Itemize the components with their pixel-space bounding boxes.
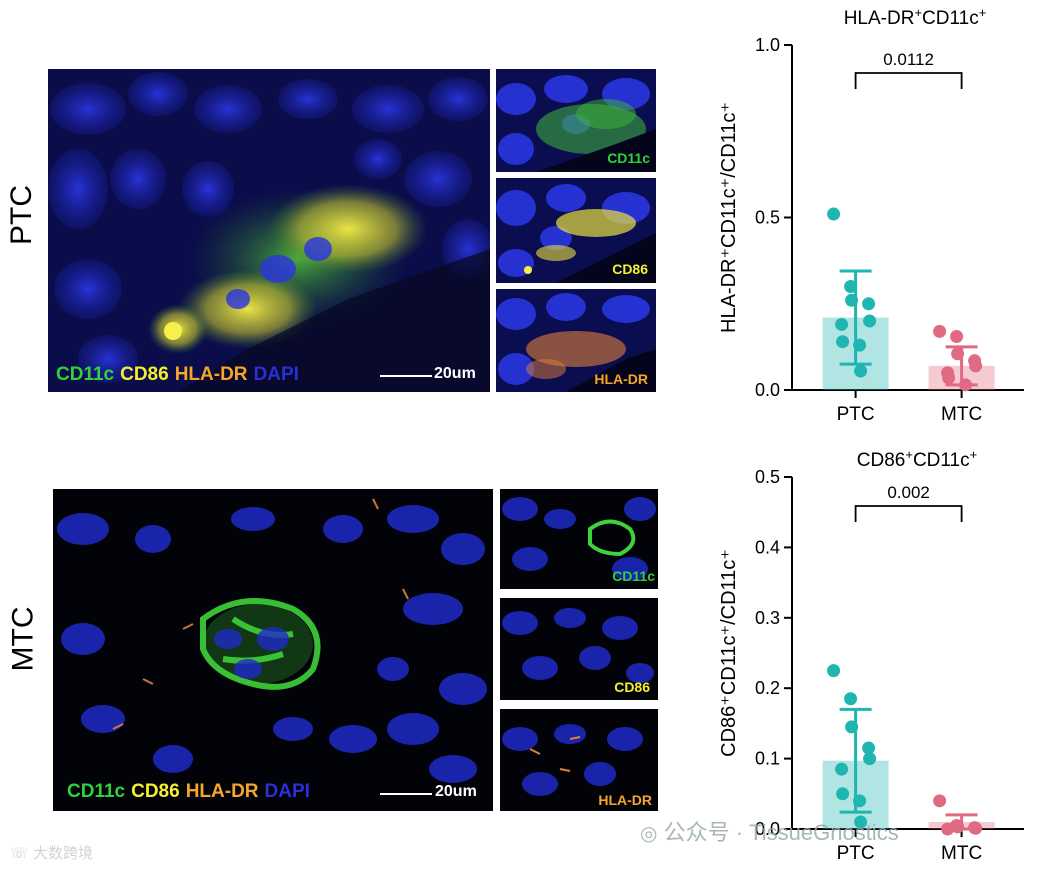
ptc-inset-hla-dr: HLA-DR xyxy=(496,289,656,392)
ptc-inset-cd86-image xyxy=(496,178,656,283)
significance-bracket xyxy=(854,505,963,522)
y-tick-label: 0.0 xyxy=(755,819,780,839)
ptc-inset-cd11c: CD11c xyxy=(496,69,656,172)
y-tick-label: 0.5 xyxy=(755,467,780,487)
chart-cd86-cd11c: CD86+CD11c+ CD86⁺CD11c⁺/CD11c⁺ 0.0 0.1 0.2 0.… xyxy=(718,447,1024,864)
x-tick-label: PTC xyxy=(837,843,875,864)
data-point xyxy=(836,787,850,801)
legend-dapi: DAPI xyxy=(264,781,310,802)
legend-cd11c: CD11c xyxy=(67,781,126,802)
data-point xyxy=(836,335,850,349)
legend-dapi: DAPI xyxy=(253,364,299,385)
mtc-inset-hla-dr: HLA-DR xyxy=(500,709,658,811)
data-point xyxy=(863,752,877,766)
mtc-main-image xyxy=(53,489,493,811)
y-axis-label: CD86⁺CD11c⁺/CD11c⁺ xyxy=(718,549,740,757)
y-axis-label: HLA-DR⁺CD11c⁺/CD11c⁺ xyxy=(718,102,740,333)
wechat-icon: ◎ xyxy=(640,823,658,845)
y-tick-label: 0.3 xyxy=(755,608,780,628)
data-point xyxy=(942,371,956,385)
ptc-main-micrograph: CD11c CD86 HLA-DR DAPI 20um xyxy=(48,69,490,392)
y-tick-label: 0.1 xyxy=(755,749,780,769)
chart-title: HLA-DR+CD11c+ xyxy=(844,5,987,29)
data-point xyxy=(844,280,858,293)
data-point xyxy=(835,762,849,776)
data-point xyxy=(862,741,876,755)
data-point xyxy=(933,324,947,338)
mtc-main-micrograph: CD11c CD86 HLA-DR DAPI 20um xyxy=(53,489,493,811)
data-point xyxy=(951,347,965,361)
x-tick-label: MTC xyxy=(941,404,982,425)
mtc-inset-cd86-image xyxy=(500,598,658,700)
data-point xyxy=(845,720,859,734)
data-point xyxy=(950,330,964,344)
p-value-label: 0.002 xyxy=(887,483,930,502)
chart-hla-dr-cd11c: HLA-DR+CD11c+ HLA-DR⁺CD11c⁺/CD11c⁺ 0.0 0.5 1… xyxy=(718,5,1024,425)
data-point xyxy=(835,317,849,331)
data-point xyxy=(969,821,983,835)
data-point xyxy=(862,297,876,311)
mtc-channel-legend: CD11c CD86 HLA-DR DAPI xyxy=(67,781,316,803)
mtc-inset-label-hla-dr: HLA-DR xyxy=(598,792,652,808)
data-point xyxy=(941,822,955,836)
data-point xyxy=(853,338,867,352)
mtc-scale-label: 20um xyxy=(435,783,477,800)
data-point xyxy=(854,364,868,378)
legend-cd11c: CD11c xyxy=(56,364,115,385)
ptc-inset-cd11c-image xyxy=(496,69,656,172)
ptc-channel-legend: CD11c CD86 HLA-DR DAPI xyxy=(56,364,305,386)
significance-bracket xyxy=(854,72,963,89)
data-point xyxy=(863,314,877,328)
row-label-ptc: PTC xyxy=(5,185,38,245)
data-point xyxy=(969,359,983,373)
ptc-scale-bar xyxy=(380,375,432,377)
ptc-main-image xyxy=(48,69,490,392)
x-tick-label: PTC xyxy=(837,404,875,425)
data-point xyxy=(959,378,973,392)
corner-logo-icon: ☏ xyxy=(10,845,29,862)
data-point xyxy=(845,293,859,307)
legend-hla-dr: HLA-DR xyxy=(185,781,259,802)
mtc-scale-bar xyxy=(380,793,432,795)
data-point xyxy=(827,207,841,221)
wechat-watermark-text: 公众号 · TissueGnostics xyxy=(663,820,899,845)
legend-hla-dr: HLA-DR xyxy=(174,364,248,385)
data-point xyxy=(844,692,858,706)
data-point xyxy=(854,815,868,829)
legend-cd86: CD86 xyxy=(120,364,169,385)
data-point xyxy=(951,820,965,834)
wechat-watermark: ◎ 公众号 · TissueGnostics xyxy=(640,815,899,847)
ptc-inset-label-cd86: CD86 xyxy=(612,261,648,277)
corner-watermark-text: 大数跨境 xyxy=(32,845,93,862)
ptc-inset-label-cd11c: CD11c xyxy=(607,150,650,166)
mtc-inset-cd11c: CD11c xyxy=(500,489,658,589)
chart-title: CD86+CD11c+ xyxy=(857,447,977,471)
mtc-inset-cd11c-image xyxy=(500,489,658,589)
row-label-mtc: MTC xyxy=(6,606,40,672)
data-point xyxy=(827,664,841,678)
ptc-inset-label-hla-dr: HLA-DR xyxy=(594,371,648,387)
mtc-inset-cd86: CD86 xyxy=(500,598,658,700)
mtc-inset-label-cd86: CD86 xyxy=(614,679,650,695)
ptc-scale-label: 20um xyxy=(434,365,476,382)
legend-cd86: CD86 xyxy=(131,781,180,802)
y-tick-label: 0.0 xyxy=(755,380,780,400)
y-tick-label: 0.5 xyxy=(755,208,780,228)
y-tick-label: 0.4 xyxy=(755,537,780,557)
mtc-inset-label-cd11c: CD11c xyxy=(612,568,655,584)
x-tick-label: MTC xyxy=(941,843,982,864)
ptc-inset-cd86: CD86 xyxy=(496,178,656,283)
mtc-inset-hla-dr-image xyxy=(500,709,658,811)
y-tick-label: 0.2 xyxy=(755,678,780,698)
ptc-inset-hla-dr-image xyxy=(496,289,656,392)
y-tick-label: 1.0 xyxy=(755,35,780,55)
corner-watermark: ☏ 大数跨境 xyxy=(10,842,93,863)
data-point xyxy=(853,794,867,808)
data-point xyxy=(933,794,947,808)
p-value-label: 0.0112 xyxy=(883,50,934,69)
